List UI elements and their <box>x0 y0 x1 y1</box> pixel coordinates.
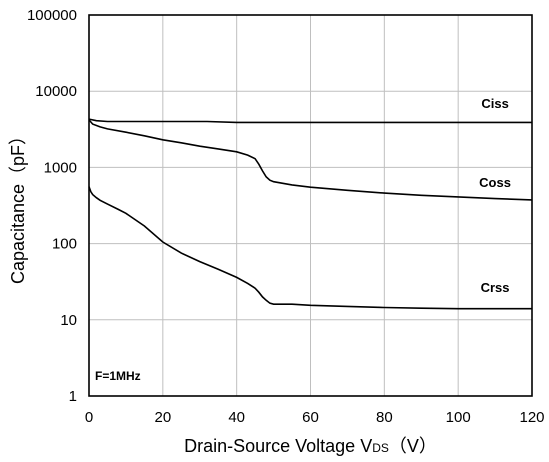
y-tick-label: 100 <box>52 236 77 253</box>
x-tick-label: 0 <box>85 409 93 426</box>
y-tick-labels: 1 10 100 1000 10000 100000 <box>27 7 77 405</box>
y-tick-label: 100000 <box>27 7 77 24</box>
x-axis-label-subscript: DS <box>372 441 389 455</box>
y-tick-label: 10 <box>60 312 77 329</box>
x-tick-label: 40 <box>228 409 245 426</box>
series-curves <box>88 118 533 310</box>
x-tick-label: 20 <box>154 409 171 426</box>
series-line-crss <box>88 186 532 310</box>
series-label-ciss: Ciss <box>481 96 508 111</box>
y-axis-label: Capacitance（pF） <box>8 127 28 284</box>
x-tick-label: 80 <box>376 409 393 426</box>
y-tick-label: 10000 <box>35 83 77 100</box>
x-tick-labels: 0 20 40 60 80 100 120 <box>85 409 545 426</box>
series-labels: Ciss Coss Crss <box>479 96 511 295</box>
series-line-ciss <box>88 118 532 124</box>
y-tick-label: 1 <box>69 388 77 405</box>
plot-frame <box>88 14 533 397</box>
y-tick-label: 1000 <box>44 159 77 176</box>
x-axis-label-unit: （V） <box>389 436 437 456</box>
x-tick-label: 120 <box>519 409 544 426</box>
series-label-coss: Coss <box>479 175 511 190</box>
frequency-note: F=1MHz <box>95 369 141 383</box>
x-axis-label-main: Drain-Source Voltage V <box>184 436 372 456</box>
x-tick-label: 100 <box>446 409 471 426</box>
series-label-crss: Crss <box>481 280 510 295</box>
series-line-coss <box>88 119 533 201</box>
x-axis-label: Drain-Source Voltage VDS（V） <box>184 436 437 456</box>
grid-lines <box>89 15 532 396</box>
x-tick-label: 60 <box>302 409 319 426</box>
